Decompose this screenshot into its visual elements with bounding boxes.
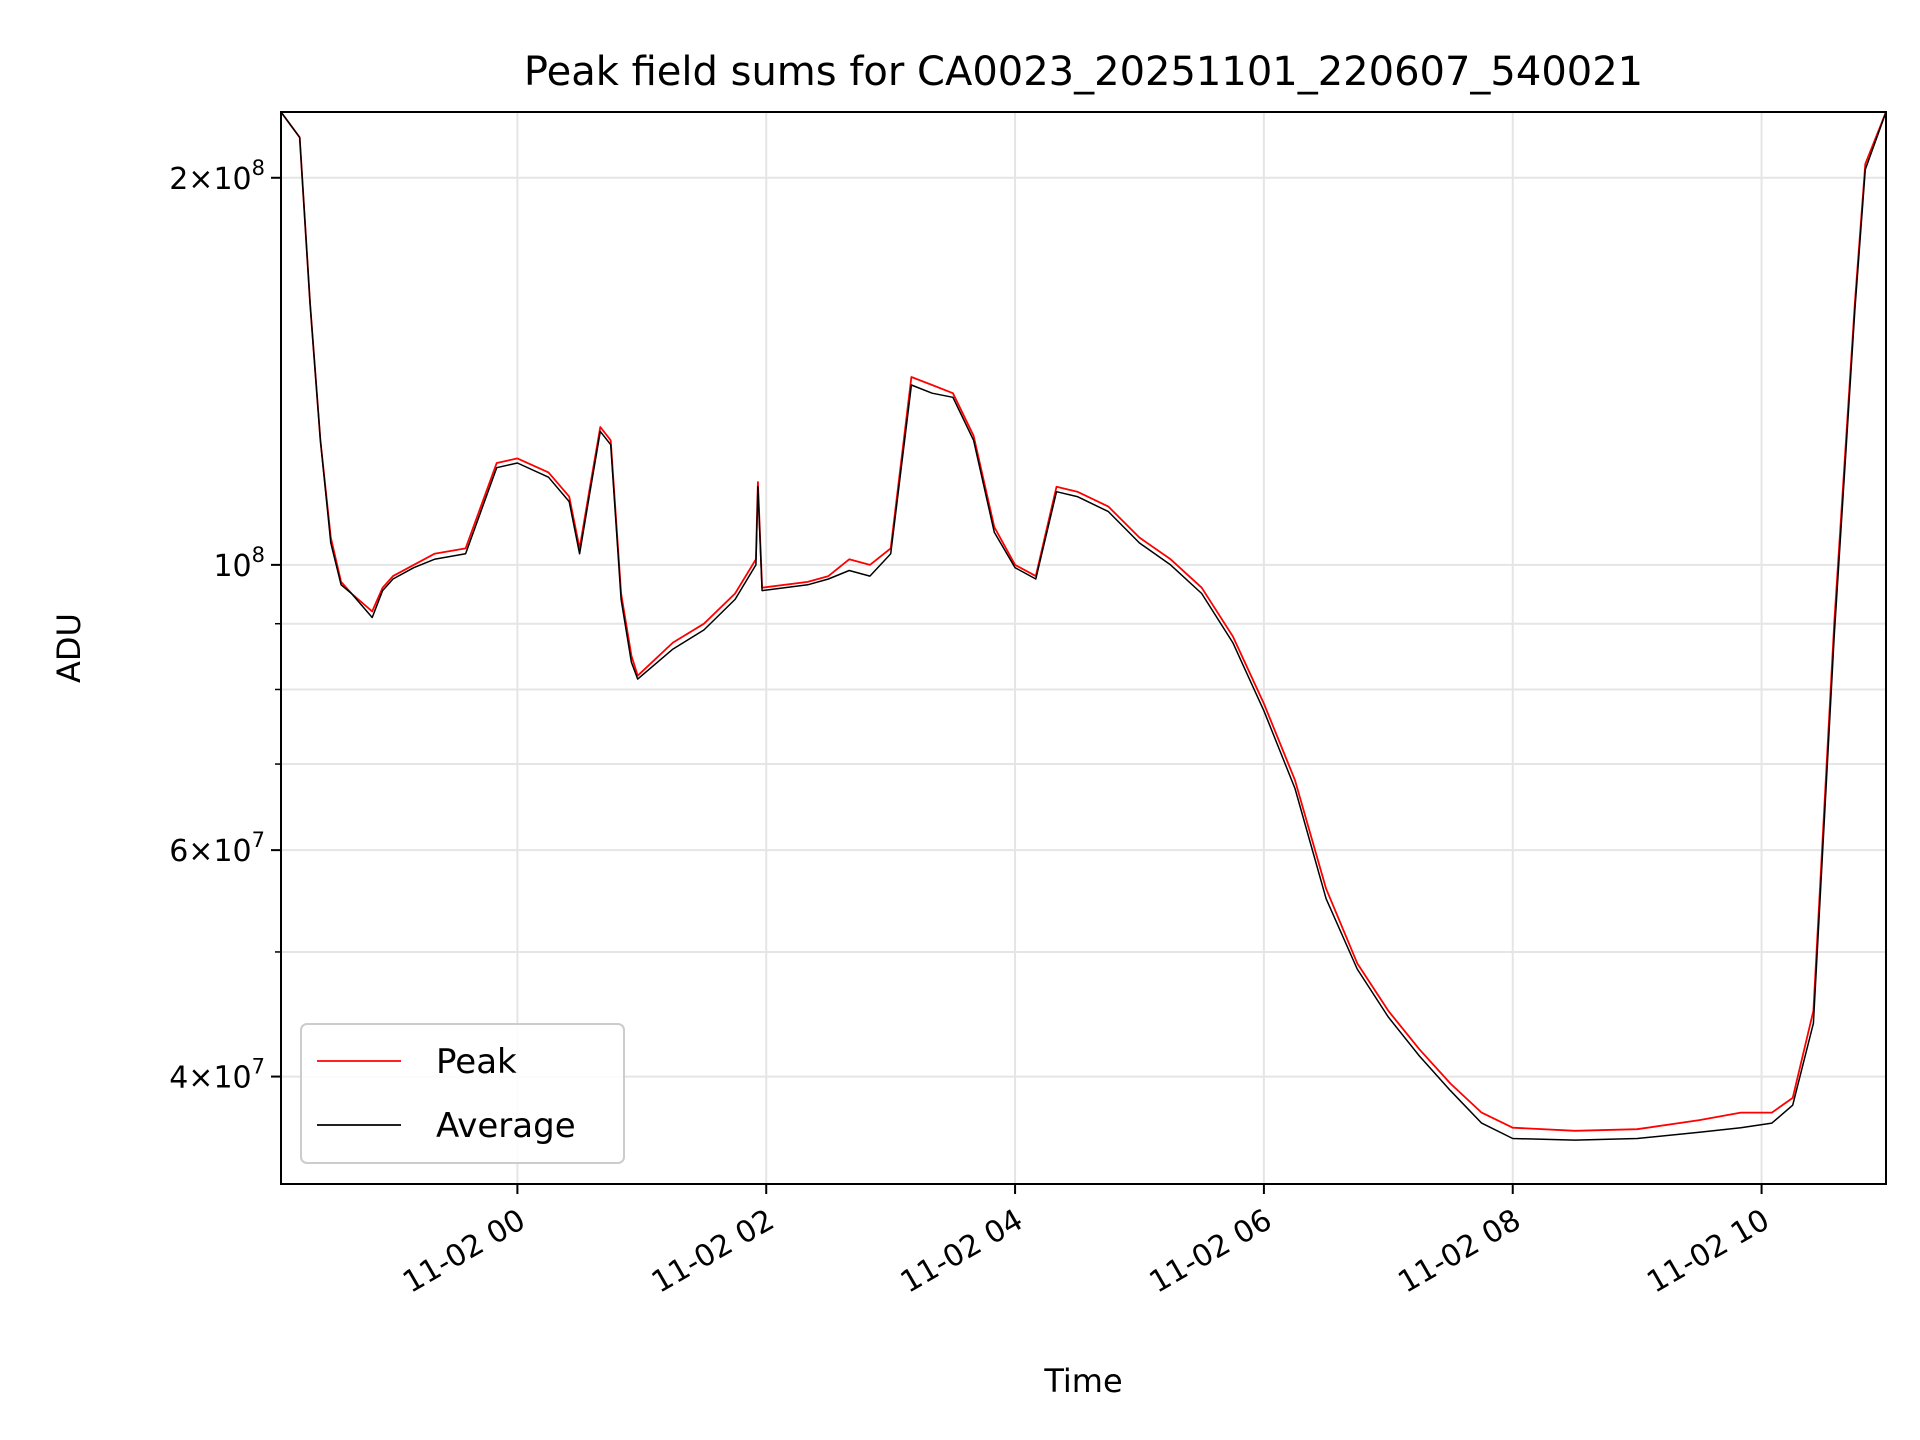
y-tick-exponent: 7 [252,828,265,852]
y-tick-base: 10 [213,1061,251,1096]
y-tick-mantissa: 6 [169,834,188,869]
y-tick-base: 10 [213,549,251,584]
plot-lines [280,111,1887,1141]
legend-label: Average [436,1106,576,1146]
y-tick-label: 2×108 [169,156,265,197]
y-axis-label: ADU [50,613,88,683]
legend: Peak Average [300,1023,625,1164]
y-tick-base: 10 [213,834,251,869]
y-tick-exponent: 7 [252,1055,265,1079]
y-tick-mantissa: 4 [169,1061,188,1096]
y-tick-exponent: 8 [252,543,265,567]
grid [281,112,1886,1184]
y-tick-base: 10 [213,162,251,197]
y-tick-label: 108 [213,543,265,584]
x-axis-label: Time [1043,1362,1122,1400]
legend-label: Peak [436,1042,517,1082]
times-sign: × [188,1061,213,1096]
y-tick-exponent: 8 [252,156,265,180]
times-sign: × [188,834,213,869]
series-line-average [280,111,1887,1141]
y-tick-label: 6×107 [169,828,265,869]
y-tick-mantissa: 2 [169,162,188,197]
chart-title: Peak field sums for CA0023_20251101_2206… [524,49,1643,95]
times-sign: × [188,162,213,197]
y-tick-label: 4×107 [169,1055,265,1096]
legend-box [300,1023,625,1164]
plot-frame [280,111,1887,1185]
